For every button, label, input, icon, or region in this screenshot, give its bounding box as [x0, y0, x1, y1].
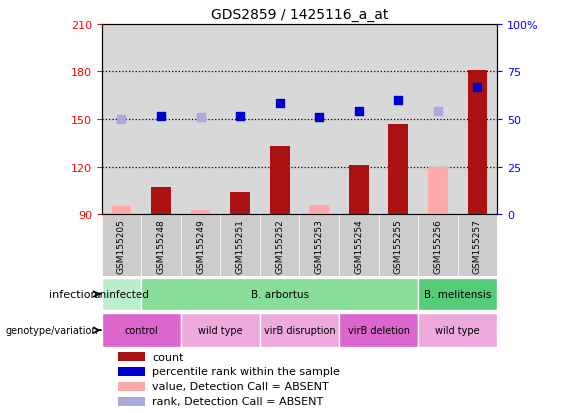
Bar — [231, 192, 250, 215]
Bar — [111, 207, 131, 215]
Bar — [299, 215, 339, 277]
Bar — [141, 25, 181, 215]
Text: genotype/variation: genotype/variation — [5, 325, 98, 335]
Bar — [181, 25, 220, 215]
Bar — [260, 314, 339, 347]
Bar — [181, 25, 220, 215]
Text: virB disruption: virB disruption — [264, 325, 335, 335]
Bar — [191, 210, 210, 215]
Bar — [418, 215, 458, 277]
Text: wild type: wild type — [436, 325, 480, 335]
Point — [315, 115, 324, 121]
Bar — [418, 25, 458, 215]
Bar — [118, 382, 145, 391]
Point — [275, 101, 284, 107]
Text: GSM155255: GSM155255 — [394, 218, 403, 273]
Bar — [181, 25, 220, 215]
Bar — [310, 205, 329, 215]
Bar — [118, 397, 145, 406]
Bar — [118, 352, 145, 361]
Text: GSM155252: GSM155252 — [275, 218, 284, 273]
Bar — [220, 25, 260, 215]
Point — [236, 113, 245, 120]
Bar — [418, 25, 458, 215]
Text: GSM155254: GSM155254 — [354, 218, 363, 273]
Text: B. melitensis: B. melitensis — [424, 289, 492, 299]
Bar — [260, 25, 299, 215]
Bar — [458, 25, 497, 215]
Bar — [220, 215, 260, 277]
Text: wild type: wild type — [198, 325, 242, 335]
Bar — [418, 25, 458, 215]
Bar — [349, 166, 368, 215]
Bar — [339, 25, 379, 215]
Bar — [141, 215, 181, 277]
Bar — [181, 215, 220, 277]
Bar — [468, 71, 487, 215]
Bar — [141, 25, 181, 215]
Bar — [379, 25, 418, 215]
Text: virB deletion: virB deletion — [347, 325, 410, 335]
Bar — [260, 25, 299, 215]
Bar — [458, 215, 497, 277]
Text: control: control — [124, 325, 158, 335]
Point — [354, 109, 363, 115]
Text: GSM155257: GSM155257 — [473, 218, 482, 273]
Text: percentile rank within the sample: percentile rank within the sample — [152, 366, 340, 376]
Bar — [299, 25, 339, 215]
Bar — [270, 147, 289, 215]
Bar — [220, 25, 260, 215]
Bar — [220, 25, 260, 215]
Text: infection: infection — [49, 289, 98, 299]
Point — [433, 109, 442, 115]
Bar — [458, 25, 497, 215]
Bar — [339, 215, 379, 277]
Point — [196, 115, 205, 121]
Bar — [379, 25, 418, 215]
Text: B. arbortus: B. arbortus — [251, 289, 308, 299]
Text: GSM155249: GSM155249 — [196, 218, 205, 273]
Bar — [418, 314, 497, 347]
Bar — [339, 25, 379, 215]
Text: count: count — [152, 352, 184, 362]
Text: rank, Detection Call = ABSENT: rank, Detection Call = ABSENT — [152, 396, 323, 406]
Bar — [102, 25, 141, 215]
Bar — [418, 278, 497, 310]
Bar — [102, 25, 141, 215]
Bar — [339, 25, 379, 215]
Point — [394, 97, 403, 104]
Text: value, Detection Call = ABSENT: value, Detection Call = ABSENT — [152, 381, 329, 391]
Text: GSM155248: GSM155248 — [157, 218, 166, 273]
Text: GSM155205: GSM155205 — [117, 218, 126, 273]
Bar — [458, 25, 497, 215]
Title: GDS2859 / 1425116_a_at: GDS2859 / 1425116_a_at — [211, 8, 388, 22]
Bar — [151, 188, 171, 215]
Bar — [299, 25, 339, 215]
Bar — [102, 215, 141, 277]
Point — [157, 113, 166, 120]
Bar — [260, 25, 299, 215]
Point — [473, 85, 482, 91]
Bar — [299, 25, 339, 215]
Bar — [141, 25, 181, 215]
Text: GSM155251: GSM155251 — [236, 218, 245, 273]
Point — [117, 116, 126, 123]
Bar — [102, 278, 141, 310]
Bar — [389, 125, 408, 215]
Bar — [181, 314, 260, 347]
Bar — [118, 367, 145, 376]
Bar — [428, 167, 447, 215]
Bar — [339, 314, 418, 347]
Bar — [102, 25, 141, 215]
Bar — [379, 25, 418, 215]
Text: GSM155256: GSM155256 — [433, 218, 442, 273]
Text: GSM155253: GSM155253 — [315, 218, 324, 273]
Bar — [102, 314, 181, 347]
Bar — [379, 215, 418, 277]
Bar — [260, 215, 299, 277]
Bar — [141, 278, 418, 310]
Text: uninfected: uninfected — [94, 289, 149, 299]
